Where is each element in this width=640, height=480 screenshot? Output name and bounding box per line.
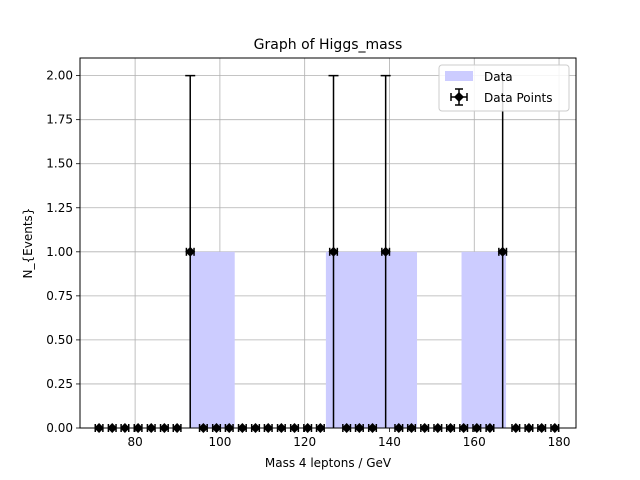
chart-title: Graph of Higgs_mass [254, 37, 403, 53]
y-tick-label: 0.50 [46, 333, 73, 347]
legend: Data Data Points [438, 64, 570, 112]
grid-lines [80, 58, 576, 429]
plot-frame [79, 57, 577, 429]
x-tick-label: 100 [208, 435, 231, 449]
x-tick-label: 80 [127, 435, 142, 449]
x-tick-label: 140 [378, 435, 401, 449]
x-axis-label: Mass 4 leptons / GeV [265, 456, 392, 470]
y-tick-label: 1.50 [46, 157, 73, 171]
point-marker [328, 246, 339, 257]
y-tick-label: 1.00 [46, 245, 73, 259]
legend-data-label: Data [484, 70, 513, 84]
data-point [185, 74, 196, 428]
legend-data-swatch [445, 71, 473, 81]
x-axis-ticks: 80 100 120 140 160 180 [127, 428, 570, 449]
x-tick-label: 120 [293, 435, 316, 449]
y-axis-label: N_{Events} [21, 208, 35, 279]
x-tick-label: 180 [548, 435, 571, 449]
histogram-bar [461, 251, 507, 428]
histogram-bar [325, 251, 418, 428]
y-tick-label: 2.00 [46, 69, 73, 83]
point-marker [497, 246, 508, 257]
legend-datapoints-label: Data Points [484, 91, 553, 105]
y-tick-label: 0.75 [46, 289, 73, 303]
point-marker [185, 246, 196, 257]
data-point [328, 74, 339, 428]
y-tick-label: 1.75 [46, 113, 73, 127]
legend-datapoints-marker [450, 88, 468, 106]
y-tick-label: 0.00 [46, 421, 73, 435]
data-point [380, 74, 391, 428]
point-marker [380, 246, 391, 257]
histogram-bar [189, 251, 235, 428]
x-tick-label: 160 [463, 435, 486, 449]
y-tick-label: 1.25 [46, 201, 73, 215]
y-tick-label: 0.25 [46, 377, 73, 391]
histogram-bars [189, 251, 507, 428]
y-axis-ticks: 0.00 0.25 0.50 0.75 1.00 1.25 1.50 1.75 2.00 [46, 69, 80, 435]
